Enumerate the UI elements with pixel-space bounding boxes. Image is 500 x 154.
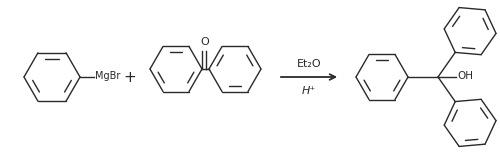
Text: OH: OH — [457, 71, 473, 81]
Text: O: O — [200, 37, 209, 47]
Text: H⁺: H⁺ — [302, 86, 316, 96]
Text: MgBr: MgBr — [95, 71, 120, 81]
Text: +: + — [124, 69, 136, 85]
Text: Et₂O: Et₂O — [296, 59, 322, 69]
